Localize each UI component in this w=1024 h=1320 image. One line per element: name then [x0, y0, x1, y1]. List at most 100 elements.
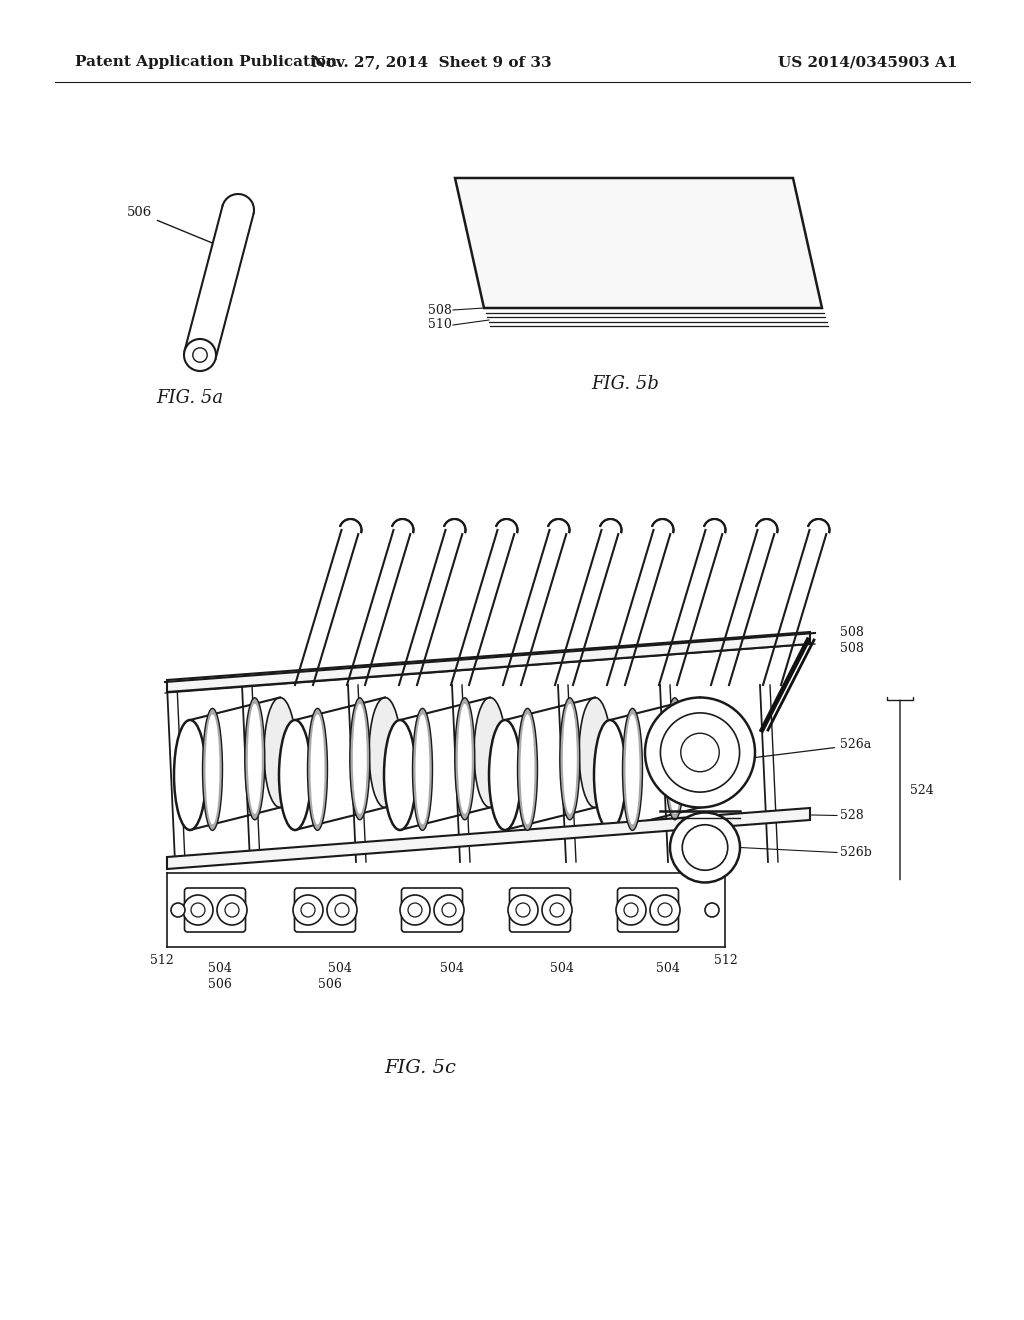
Circle shape	[645, 697, 755, 808]
Text: 528: 528	[840, 809, 864, 822]
Ellipse shape	[413, 709, 432, 830]
Polygon shape	[500, 697, 600, 830]
Circle shape	[658, 903, 672, 917]
Text: 504: 504	[440, 961, 464, 974]
Text: FIG. 5b: FIG. 5b	[591, 375, 658, 393]
Circle shape	[434, 895, 464, 925]
Polygon shape	[455, 178, 822, 308]
Ellipse shape	[369, 697, 401, 808]
Circle shape	[335, 903, 349, 917]
Circle shape	[400, 895, 430, 925]
Ellipse shape	[264, 697, 296, 808]
Polygon shape	[808, 519, 829, 533]
Ellipse shape	[623, 709, 642, 830]
Circle shape	[681, 733, 719, 772]
Text: 504: 504	[550, 961, 573, 974]
Text: 504: 504	[328, 961, 352, 974]
Ellipse shape	[279, 719, 311, 830]
Ellipse shape	[384, 719, 416, 830]
Text: 506: 506	[318, 978, 342, 991]
Ellipse shape	[458, 704, 472, 814]
Polygon shape	[496, 519, 517, 533]
Circle shape	[550, 903, 564, 917]
Circle shape	[670, 813, 740, 883]
FancyBboxPatch shape	[510, 888, 570, 932]
Text: 504: 504	[656, 961, 680, 974]
Circle shape	[650, 895, 680, 925]
Ellipse shape	[307, 709, 328, 830]
Circle shape	[508, 895, 538, 925]
Text: 512: 512	[151, 953, 174, 966]
Text: 506: 506	[208, 978, 232, 991]
Circle shape	[442, 903, 456, 917]
FancyBboxPatch shape	[401, 888, 463, 932]
Circle shape	[682, 825, 728, 870]
Ellipse shape	[310, 714, 325, 825]
Circle shape	[217, 895, 247, 925]
Polygon shape	[756, 519, 777, 533]
Circle shape	[624, 903, 638, 917]
Text: 512: 512	[714, 953, 738, 966]
Polygon shape	[185, 697, 285, 830]
Text: 508: 508	[840, 642, 864, 655]
Polygon shape	[222, 194, 254, 214]
Ellipse shape	[455, 698, 475, 820]
Circle shape	[193, 347, 207, 362]
Circle shape	[408, 903, 422, 917]
Ellipse shape	[520, 714, 535, 825]
Circle shape	[705, 903, 719, 917]
Ellipse shape	[517, 709, 538, 830]
Circle shape	[171, 903, 185, 917]
Polygon shape	[652, 519, 674, 533]
Polygon shape	[340, 519, 361, 533]
Circle shape	[183, 895, 213, 925]
Circle shape	[660, 713, 739, 792]
Ellipse shape	[350, 698, 370, 820]
Ellipse shape	[665, 698, 685, 820]
Text: 526b: 526b	[840, 846, 871, 859]
Ellipse shape	[684, 697, 716, 808]
Circle shape	[616, 895, 646, 925]
Ellipse shape	[668, 704, 682, 814]
Text: FIG. 5a: FIG. 5a	[157, 389, 223, 407]
Polygon shape	[184, 206, 254, 359]
Text: 508: 508	[428, 304, 452, 317]
Ellipse shape	[416, 714, 429, 825]
Circle shape	[293, 895, 323, 925]
Text: 524: 524	[910, 784, 934, 796]
Ellipse shape	[248, 704, 262, 814]
FancyBboxPatch shape	[184, 888, 246, 932]
Text: 508: 508	[840, 627, 864, 639]
Circle shape	[225, 903, 239, 917]
Ellipse shape	[563, 704, 577, 814]
Ellipse shape	[203, 709, 222, 830]
FancyBboxPatch shape	[295, 888, 355, 932]
Ellipse shape	[489, 719, 521, 830]
Text: 504: 504	[208, 961, 232, 974]
Text: 510: 510	[428, 318, 452, 331]
Circle shape	[301, 903, 315, 917]
Polygon shape	[703, 519, 725, 533]
Ellipse shape	[560, 698, 580, 820]
Circle shape	[191, 903, 205, 917]
Text: Nov. 27, 2014  Sheet 9 of 33: Nov. 27, 2014 Sheet 9 of 33	[312, 55, 552, 69]
Circle shape	[184, 339, 216, 371]
Text: 526a: 526a	[679, 738, 871, 768]
Ellipse shape	[474, 697, 506, 808]
Circle shape	[516, 903, 530, 917]
Text: FIG. 5c: FIG. 5c	[384, 1059, 456, 1077]
Polygon shape	[392, 519, 414, 533]
Ellipse shape	[245, 698, 265, 820]
Polygon shape	[444, 519, 466, 533]
Text: Patent Application Publication: Patent Application Publication	[75, 55, 337, 69]
FancyBboxPatch shape	[617, 888, 679, 932]
Ellipse shape	[206, 714, 219, 825]
Circle shape	[542, 895, 572, 925]
Polygon shape	[605, 697, 705, 830]
Circle shape	[327, 895, 357, 925]
Polygon shape	[167, 632, 810, 692]
Polygon shape	[548, 519, 569, 533]
Ellipse shape	[579, 697, 611, 808]
Polygon shape	[167, 808, 810, 869]
Text: US 2014/0345903 A1: US 2014/0345903 A1	[778, 55, 957, 69]
